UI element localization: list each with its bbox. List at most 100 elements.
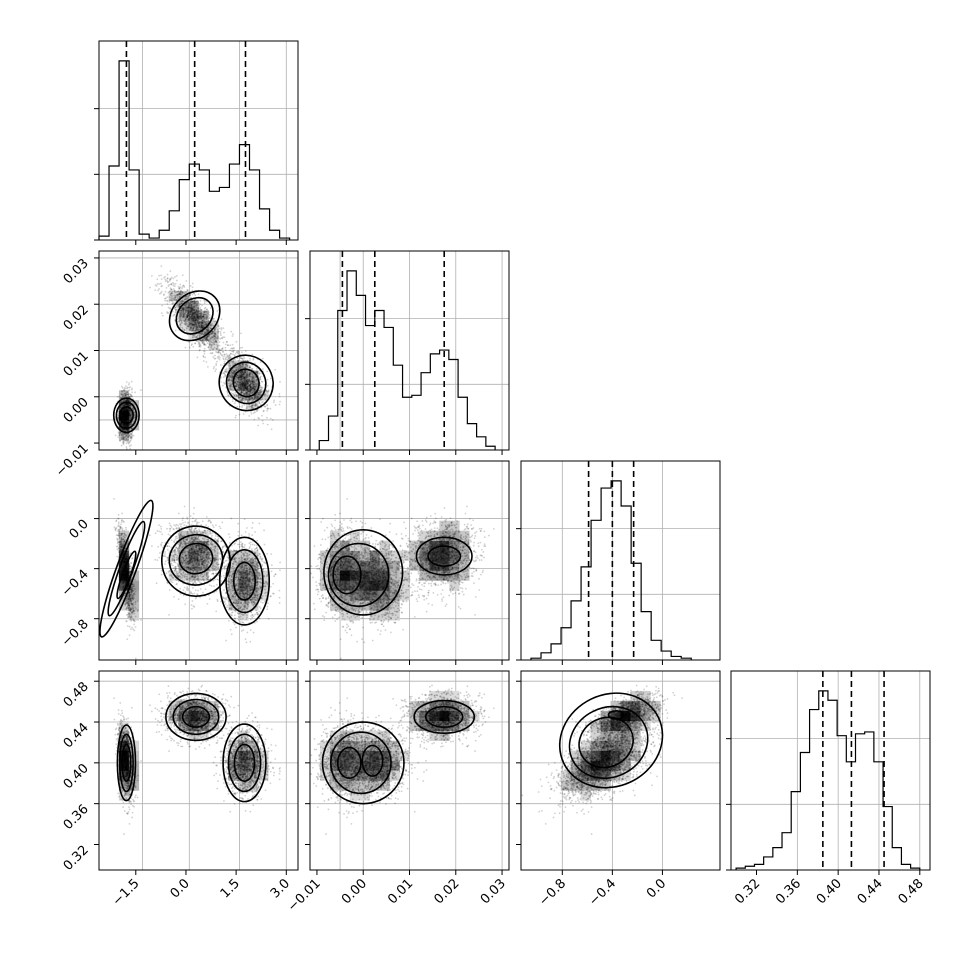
sample-point (210, 352, 213, 355)
sample-point (205, 320, 208, 323)
sample-point (122, 436, 125, 439)
sample-point (128, 414, 131, 417)
sample-point (194, 320, 196, 323)
x-tick-label: 0.36 (773, 876, 804, 907)
sample-point (261, 419, 264, 422)
sample-point (129, 409, 132, 412)
sample-point (201, 322, 203, 324)
sample-point (125, 412, 128, 415)
sample-point (125, 404, 128, 407)
sample-point (127, 404, 130, 407)
sample-point (258, 402, 261, 404)
sample-point (125, 408, 128, 411)
sample-point (123, 417, 126, 420)
sample-point (261, 368, 264, 370)
sample-point (166, 300, 169, 302)
sample-point (128, 413, 130, 416)
sample-point (243, 400, 246, 403)
sample-point (124, 409, 127, 412)
sample-point (120, 390, 123, 393)
sample-point (126, 409, 129, 412)
sample-point (168, 296, 171, 299)
sample-point (124, 408, 126, 411)
sample-point (125, 409, 128, 411)
sample-point (126, 408, 128, 411)
sample-point (231, 335, 234, 337)
sample-point (234, 391, 237, 394)
sample-point (163, 293, 165, 296)
sample-point (181, 274, 184, 277)
sample-point (186, 327, 188, 330)
sample-point (229, 344, 232, 347)
sample-point (127, 417, 130, 420)
sample-point (249, 381, 252, 383)
sample-point (127, 415, 130, 418)
sample-point (187, 295, 190, 298)
sample-point (121, 395, 124, 398)
sample-point (122, 418, 125, 421)
sample-point (123, 424, 125, 427)
sample-point (169, 270, 172, 272)
sample-point (261, 414, 263, 417)
sample-point (116, 414, 119, 416)
sample-point (206, 335, 209, 338)
sample-point (196, 300, 199, 303)
sample-point (155, 285, 158, 287)
sample-point (120, 412, 123, 415)
sample-point (128, 420, 131, 422)
sample-point (197, 293, 200, 296)
sample-point (185, 280, 188, 282)
sample-point (249, 357, 251, 360)
sample-point (175, 275, 178, 277)
sample-point (124, 415, 127, 418)
sample-point (128, 410, 131, 413)
sample-point (122, 417, 125, 420)
sample-point (128, 403, 131, 406)
sample-point (124, 419, 126, 421)
sample-point (237, 376, 240, 379)
sample-point (125, 411, 128, 414)
sample-point (248, 384, 251, 387)
sample-point (128, 412, 131, 414)
sample-point (124, 409, 126, 412)
sample-point (205, 308, 208, 311)
sample-point (125, 418, 128, 420)
sample-point (123, 409, 126, 412)
histogram-1 (318, 270, 496, 450)
sample-point (131, 395, 134, 398)
sample-point (127, 413, 130, 416)
sample-point (127, 410, 130, 412)
sample-point (122, 438, 125, 441)
sample-point (242, 359, 245, 362)
sample-point (201, 304, 204, 307)
sample-point (201, 317, 204, 320)
sample-point (203, 321, 206, 324)
sample-point (123, 386, 126, 389)
sample-point (129, 400, 132, 403)
sample-point (126, 425, 128, 427)
sample-point (182, 313, 185, 316)
sample-point (261, 380, 264, 383)
sample-point (215, 336, 218, 339)
sample-point (127, 438, 129, 441)
sample-point (120, 413, 123, 416)
sample-point (128, 424, 131, 426)
sample-point (185, 297, 188, 300)
sample-point (235, 385, 238, 388)
sample-point (130, 395, 133, 397)
sample-point (128, 413, 131, 416)
sample-point (121, 412, 123, 415)
sample-point (123, 409, 126, 412)
sample-point (252, 357, 255, 360)
sample-point (128, 441, 130, 443)
sample-point (124, 433, 127, 435)
sample-point (212, 335, 215, 338)
density-cell (118, 410, 130, 421)
sample-point (126, 412, 129, 415)
sample-point (228, 376, 230, 379)
sample-point (126, 416, 129, 418)
sample-point (121, 415, 123, 417)
sample-point (257, 424, 260, 427)
sample-point (125, 395, 128, 398)
sample-point (235, 340, 238, 343)
